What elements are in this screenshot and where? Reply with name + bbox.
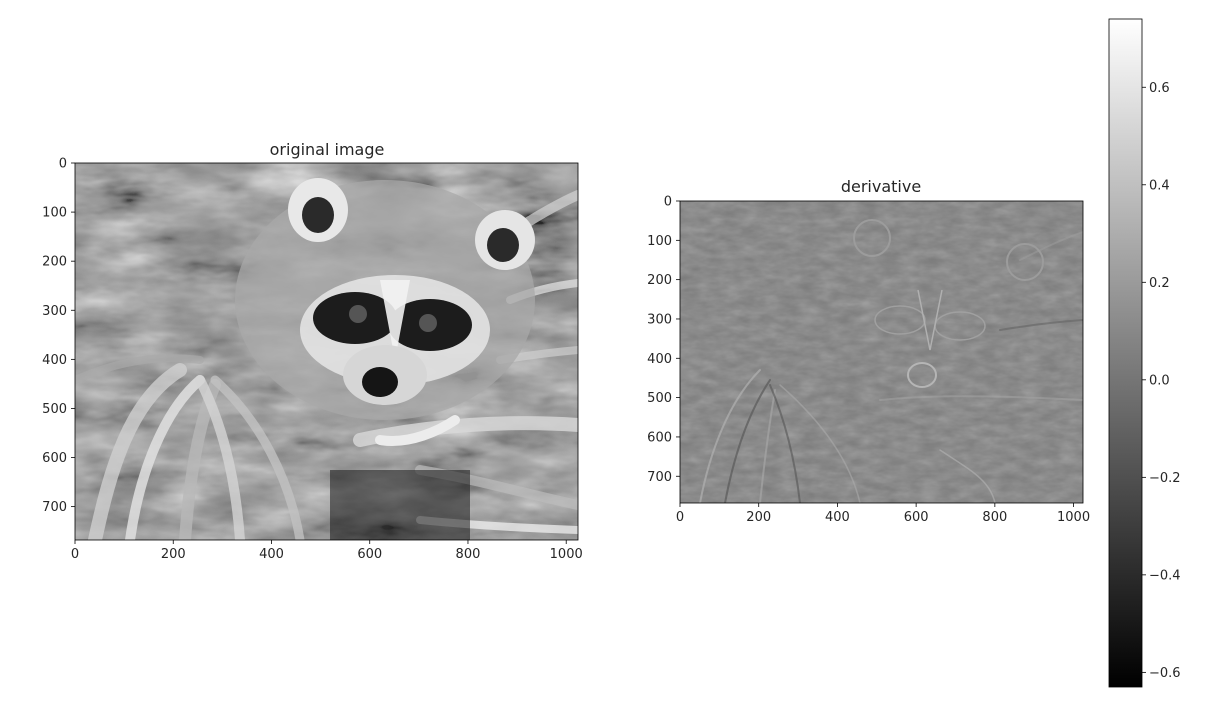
x-tick-label: 200 xyxy=(746,510,771,525)
y-tick-label: 500 xyxy=(647,391,672,406)
raccoon xyxy=(235,178,535,446)
colorbar-ticks: −0.6 −0.4 −0.2 0.0 0.2 0.4 0.6 xyxy=(1142,81,1181,681)
image-area xyxy=(75,163,578,540)
y-tick-label: 600 xyxy=(647,430,672,445)
edge-lines xyxy=(699,231,1083,503)
x-tick-label: 1000 xyxy=(550,547,583,562)
image-area xyxy=(680,201,1083,503)
x-tick-label: 200 xyxy=(161,547,186,562)
x-tick-label: 800 xyxy=(982,510,1007,525)
y-tick-label: 400 xyxy=(42,353,67,368)
colorbar-tick-label: −0.6 xyxy=(1149,666,1181,681)
x-tick-label: 600 xyxy=(357,547,382,562)
axes-frame xyxy=(74,162,579,541)
y-tick-label: 300 xyxy=(42,304,67,319)
x-tick-label: 800 xyxy=(456,547,481,562)
axes-frame xyxy=(679,200,1084,504)
colorbar-tick-label: 0.2 xyxy=(1149,276,1170,291)
y-tick-label: 500 xyxy=(42,402,67,417)
y-tick-label: 200 xyxy=(42,255,67,270)
derivative-texture xyxy=(680,201,1083,503)
y-tick-label: 100 xyxy=(42,206,67,221)
palm-leaves xyxy=(75,190,578,540)
colorbar-tick-label: 0.4 xyxy=(1149,178,1170,193)
colorbar-tick-label: 0.6 xyxy=(1149,81,1170,96)
colorbar-tick-label: 0.0 xyxy=(1149,373,1170,388)
colorbar-tick-label: −0.2 xyxy=(1149,471,1181,486)
x-tick-label: 400 xyxy=(825,510,850,525)
x-axis: 0 200 400 600 800 1000 xyxy=(71,540,583,562)
x-tick-label: 600 xyxy=(904,510,929,525)
dark-lower-region xyxy=(330,470,470,540)
colorbar-tick-label: −0.4 xyxy=(1149,568,1181,583)
original-image-plot: original image xyxy=(42,140,583,562)
y-tick-label: 100 xyxy=(647,234,672,249)
x-axis: 0 200 400 600 800 1000 xyxy=(676,503,1090,525)
y-tick-label: 0 xyxy=(664,195,672,210)
x-tick-label: 400 xyxy=(259,547,284,562)
colorbar-gradient xyxy=(1108,18,1143,688)
y-tick-label: 200 xyxy=(647,273,672,288)
x-tick-label: 0 xyxy=(676,510,684,525)
y-axis: 0 100 200 300 400 500 600 700 xyxy=(647,195,680,485)
derivative-plot: derivative xyxy=(647,177,1090,525)
raccoon-edges xyxy=(853,219,1044,388)
y-tick-label: 700 xyxy=(647,470,672,485)
x-tick-label: 0 xyxy=(71,547,79,562)
y-tick-label: 0 xyxy=(59,157,67,172)
y-tick-label: 300 xyxy=(647,312,672,327)
plot-title: derivative xyxy=(841,177,921,196)
y-tick-label: 400 xyxy=(647,352,672,367)
y-axis: 0 100 200 300 400 500 600 700 xyxy=(42,157,75,515)
colorbar: −0.6 −0.4 −0.2 0.0 0.2 0.4 0.6 xyxy=(1108,18,1181,688)
plot-title: original image xyxy=(270,140,385,159)
x-tick-label: 1000 xyxy=(1057,510,1090,525)
y-tick-label: 600 xyxy=(42,451,67,466)
y-tick-label: 700 xyxy=(42,500,67,515)
